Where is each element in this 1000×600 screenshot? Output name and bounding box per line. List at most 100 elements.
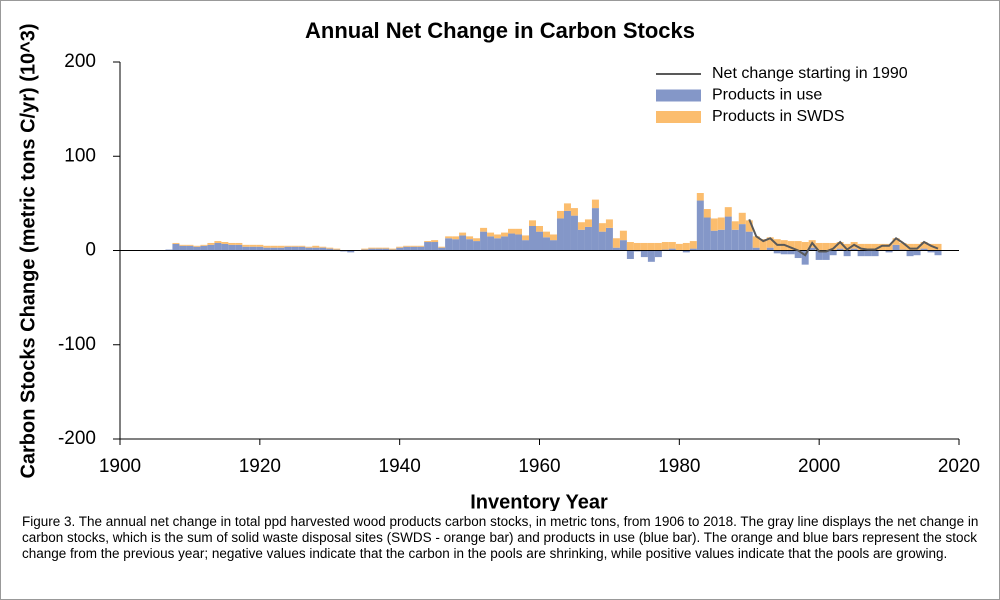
- bar: [584, 226, 592, 251]
- bar: [214, 242, 222, 251]
- bar: [473, 238, 481, 242]
- x-tick-label: 1940: [379, 456, 421, 477]
- bar: [864, 250, 872, 257]
- bar: [682, 250, 690, 253]
- bar: [787, 241, 795, 251]
- bar: [396, 247, 404, 251]
- bar: [584, 219, 592, 227]
- bar: [368, 247, 376, 249]
- bar: [906, 243, 914, 251]
- bar: [892, 244, 900, 251]
- bar: [375, 247, 383, 249]
- bar: [361, 248, 369, 250]
- bar: [522, 235, 530, 241]
- x-axis-label: Inventory Year: [470, 491, 608, 511]
- bar: [228, 244, 236, 251]
- bar: [256, 244, 264, 247]
- bar: [200, 244, 208, 246]
- y-tick-label: -200: [58, 428, 96, 449]
- y-axis-label: Carbon Stocks Change (metric tons C/yr) …: [17, 23, 39, 478]
- bar: [312, 245, 320, 248]
- bar: [920, 248, 928, 251]
- bar: [319, 246, 327, 248]
- bar: [410, 245, 418, 247]
- caption: Figure 3. The annual net change in total…: [22, 514, 979, 561]
- bar: [556, 218, 564, 251]
- bar: [696, 193, 704, 201]
- bar: [452, 236, 460, 240]
- bar: [466, 236, 474, 240]
- legend-swatch: [656, 111, 701, 123]
- bar: [710, 230, 718, 251]
- bar: [480, 227, 488, 232]
- legend-label: Products in SWDS: [712, 108, 844, 125]
- bar: [738, 224, 746, 251]
- bar: [305, 246, 313, 248]
- bar: [549, 240, 557, 251]
- bar: [794, 241, 802, 251]
- bar: [927, 250, 935, 253]
- bar: [829, 242, 837, 251]
- bar: [382, 247, 390, 249]
- bar: [494, 238, 502, 251]
- bar: [487, 236, 495, 251]
- bar: [913, 243, 921, 251]
- bar: [703, 217, 711, 251]
- bar: [382, 248, 390, 251]
- x-tick-label: 1960: [518, 456, 560, 477]
- bar: [256, 246, 264, 251]
- bar: [612, 238, 620, 248]
- bar: [459, 232, 467, 236]
- x-tick-label: 2020: [938, 456, 980, 477]
- bar: [836, 248, 844, 251]
- bar: [542, 237, 550, 251]
- bar: [675, 243, 683, 251]
- bar: [326, 247, 334, 249]
- bar: [801, 250, 809, 265]
- bar: [515, 228, 523, 235]
- bar: [745, 231, 753, 251]
- bar: [263, 247, 271, 251]
- bar: [249, 246, 257, 251]
- bar: [822, 250, 830, 260]
- bar: [403, 245, 411, 247]
- bar: [549, 234, 557, 241]
- bar: [424, 242, 432, 251]
- bar: [759, 239, 767, 251]
- bar: [598, 231, 606, 251]
- bar: [850, 248, 858, 251]
- bar: [291, 245, 299, 247]
- bar: [570, 215, 578, 251]
- bar: [542, 231, 550, 238]
- bar: [438, 247, 446, 251]
- bar: [403, 246, 411, 251]
- bar: [640, 250, 648, 258]
- y-tick-label: 100: [64, 145, 96, 166]
- bar: [179, 245, 187, 251]
- bar: [480, 231, 488, 251]
- bar: [689, 241, 697, 249]
- bar: [724, 216, 732, 251]
- bar: [284, 245, 292, 247]
- bar: [906, 250, 914, 257]
- y-tick-label: 200: [64, 51, 96, 72]
- bar: [696, 200, 704, 251]
- bar: [522, 240, 530, 251]
- bar: [605, 219, 613, 228]
- bar: [445, 236, 453, 239]
- bar: [207, 242, 215, 245]
- bar: [368, 248, 376, 251]
- bar: [270, 247, 278, 251]
- bar: [577, 229, 585, 251]
- bar: [319, 247, 327, 251]
- y-tick-label: 0: [85, 240, 96, 261]
- bar: [193, 245, 201, 247]
- bar: [787, 250, 795, 255]
- bar: [843, 243, 851, 251]
- bar: [668, 248, 676, 251]
- x-tick-label: 1920: [239, 456, 281, 477]
- bar: [878, 243, 886, 251]
- bar: [647, 250, 655, 262]
- bar: [857, 250, 865, 257]
